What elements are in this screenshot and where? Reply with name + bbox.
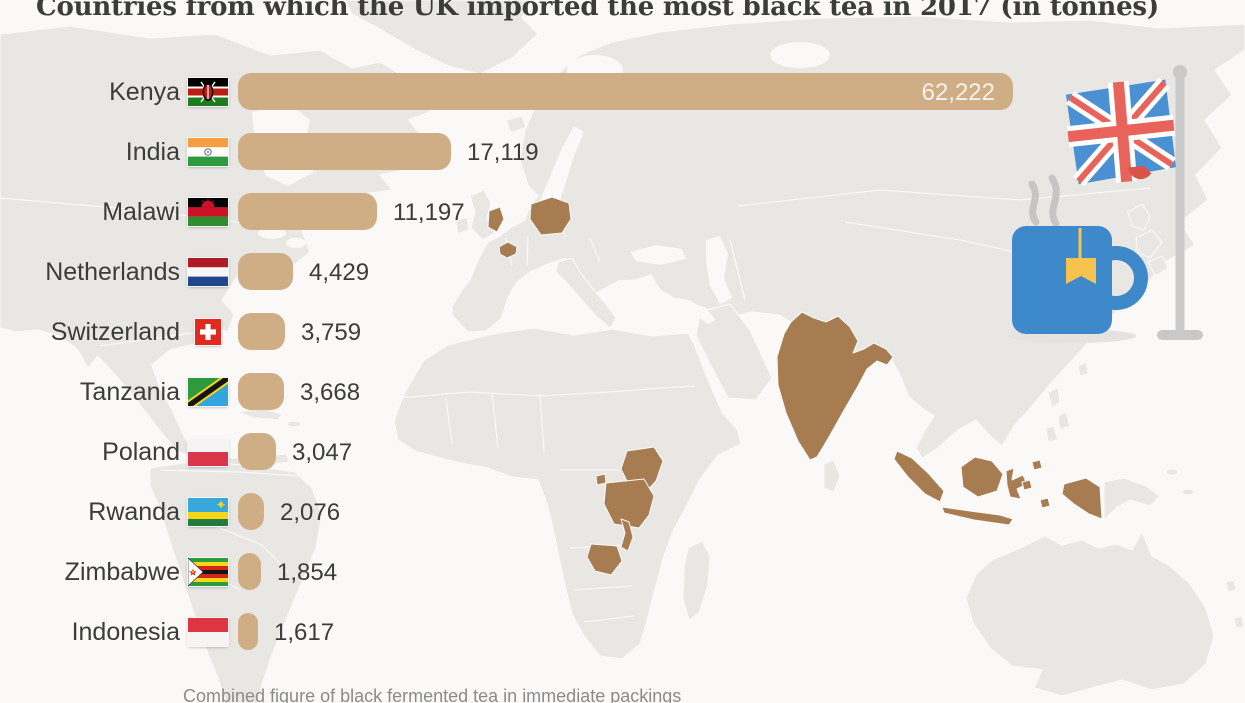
zimbabwe-flag-icon xyxy=(187,556,228,587)
bar-zimbabwe xyxy=(238,553,261,590)
country-label-poland: Poland xyxy=(102,437,180,466)
bar-indonesia xyxy=(238,613,258,650)
malawi-flag-icon xyxy=(188,197,228,226)
switzerland-flag-icon xyxy=(195,318,221,345)
uk-flag-icon xyxy=(1065,77,1176,187)
tanzania-flag-icon xyxy=(183,372,233,411)
tea-bag-tag-icon xyxy=(1066,258,1096,284)
steam-icon xyxy=(1028,180,1040,226)
map-highlight-india xyxy=(776,311,894,461)
country-label-zimbabwe: Zimbabwe xyxy=(64,557,180,586)
bar-poland xyxy=(238,433,276,470)
value-label-poland: 3,047 xyxy=(292,438,353,466)
mug-body xyxy=(1012,226,1112,334)
value-label-india: 17,119 xyxy=(467,138,539,166)
country-label-switzerland: Switzerland xyxy=(50,317,180,346)
map-africa xyxy=(393,327,742,660)
value-label-tanzania: 3,668 xyxy=(300,378,361,406)
value-label-malawi: 11,197 xyxy=(393,198,465,226)
map-arabia xyxy=(695,303,773,401)
map-highlighted-countries xyxy=(487,196,1103,576)
country-label-malawi: Malawi xyxy=(102,197,180,226)
country-label-tanzania: Tanzania xyxy=(79,377,180,406)
country-label-rwanda: Rwanda xyxy=(88,497,180,526)
bar-malawi xyxy=(238,193,377,230)
map-australia xyxy=(965,531,1215,697)
indonesia-flag-icon xyxy=(188,617,228,646)
poland-flag-icon xyxy=(188,437,228,466)
value-label-switzerland: 3,759 xyxy=(301,318,362,346)
country-label-indonesia: Indonesia xyxy=(71,617,180,646)
chart-footnote: Combined figure of black fermented tea i… xyxy=(183,686,682,703)
country-label-kenya: Kenya xyxy=(109,77,180,106)
rwanda-flag-icon xyxy=(188,497,228,526)
map-highlight-netherlands xyxy=(487,206,505,233)
bar-kenya xyxy=(238,73,1013,110)
map-highlight-zimbabwe xyxy=(586,543,623,576)
bar-switzerland xyxy=(238,313,285,350)
bar-netherlands xyxy=(238,253,293,290)
steam-icon xyxy=(1048,174,1060,228)
map-highlight-malawi xyxy=(620,518,634,552)
map-highlight-tanzania xyxy=(603,478,655,529)
map-highlight-indonesia xyxy=(893,450,1103,526)
value-label-kenya: 62,222 xyxy=(921,78,995,106)
value-label-zimbabwe: 1,854 xyxy=(277,558,338,586)
flag-pole xyxy=(1157,65,1203,340)
netherlands-flag-icon xyxy=(188,257,228,286)
map-eurasia xyxy=(451,15,1245,461)
india-flag-icon xyxy=(188,137,228,166)
map-highlight-rwanda xyxy=(595,473,607,486)
kenya-flag-icon xyxy=(188,77,228,106)
tea-mug-icon xyxy=(1008,174,1148,343)
value-label-netherlands: 4,429 xyxy=(309,258,370,286)
bar-tanzania xyxy=(238,373,284,410)
map-highlight-switzerland xyxy=(498,241,518,259)
country-label-netherlands: Netherlands xyxy=(45,257,180,286)
chart-title: Countries from which the UK imported the… xyxy=(36,0,1159,22)
country-label-india: India xyxy=(125,137,180,166)
bar-rwanda xyxy=(238,493,264,530)
value-label-rwanda: 2,076 xyxy=(280,498,341,526)
value-label-indonesia: 1,617 xyxy=(274,618,335,646)
bar-india xyxy=(238,133,451,170)
map-highlight-poland xyxy=(529,196,572,236)
